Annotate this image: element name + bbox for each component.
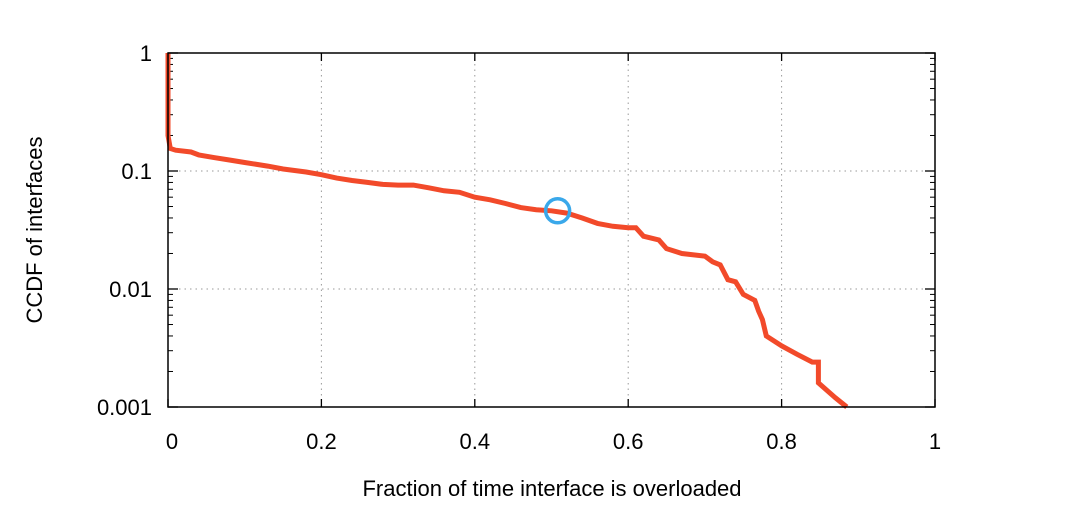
x-tick-label: 0.2 — [306, 429, 337, 454]
x-axis-title: Fraction of time interface is overloaded — [362, 476, 741, 501]
series-line-ccdf — [165, 53, 849, 409]
grid — [168, 53, 935, 407]
tick-labels: 0 0.2 0.4 0.6 0.8 1 0.001 0.01 0.1 1 — [97, 41, 941, 454]
x-tick-label: 0.6 — [613, 429, 644, 454]
x-tick-label: 0 — [166, 429, 178, 454]
x-tick-label: 0.8 — [766, 429, 797, 454]
x-tick-label: 1 — [929, 429, 941, 454]
y-tick-label: 0.1 — [121, 159, 152, 184]
ticks — [167, 52, 936, 408]
y-tick-label: 0.01 — [109, 277, 152, 302]
plot-frame — [167, 52, 936, 408]
y-axis-title: CCDF of interfaces — [22, 136, 47, 323]
y-tick-label: 1 — [140, 41, 152, 66]
highlight-marker — [543, 197, 572, 225]
x-tick-label: 0.4 — [460, 429, 491, 454]
y-tick-label: 0.001 — [97, 395, 152, 420]
